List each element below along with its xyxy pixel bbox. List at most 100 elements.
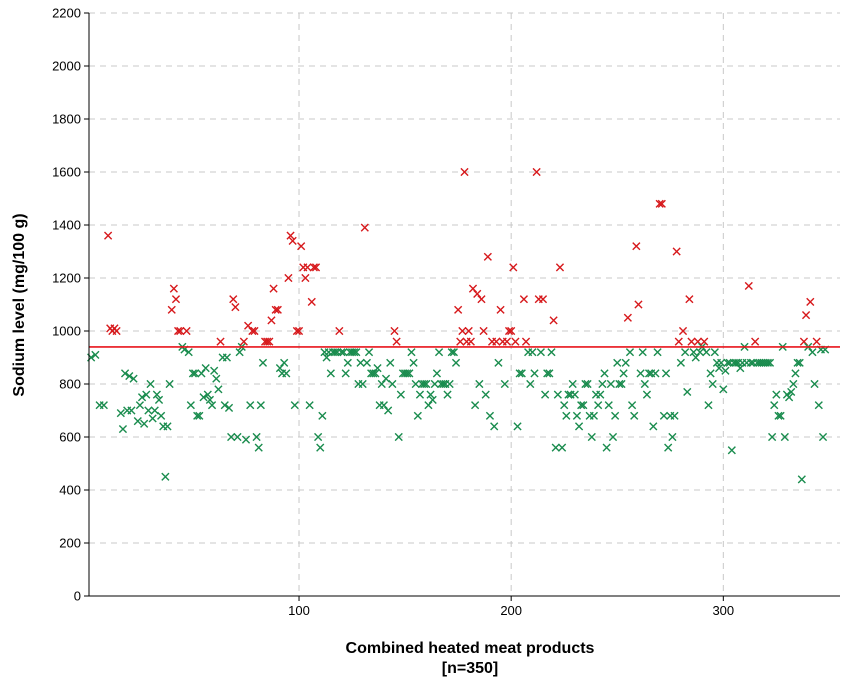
data-point [727,446,736,455]
data-point [494,358,503,367]
data-point [233,432,242,442]
data-point [116,409,125,418]
data-point [736,364,745,373]
x-axis-title: Combined heated meat products [346,640,595,657]
data-point [152,390,161,399]
data-point [721,366,730,375]
data-point [689,348,698,357]
data-point [195,411,204,420]
data-point [379,401,388,410]
x-tick-label: 200 [500,603,522,618]
data-point [207,401,217,410]
data-point [468,284,478,293]
data-point [538,295,548,304]
data-point [606,379,615,389]
data-point [434,348,444,357]
data-point [768,432,777,442]
data-point [634,300,643,309]
data-point [685,295,694,304]
y-tick-label: 400 [59,483,81,498]
data-point [541,390,550,399]
data-point [248,326,257,336]
data-point [670,411,679,420]
data-point [625,348,635,357]
data-point [621,358,630,367]
data-point [314,432,323,442]
data-point [521,337,531,346]
data-point [231,303,240,312]
y-tick-label: 2000 [52,59,81,74]
y-tick-label: 1000 [52,324,81,339]
data-point [280,358,289,367]
data-point [335,326,344,336]
data-point [801,311,811,320]
y-tick-label: 600 [59,430,81,445]
data-point [267,316,276,325]
data-point [545,369,554,378]
data-point [120,369,130,378]
data-point [668,432,677,442]
data-point [216,337,225,346]
data-point [517,369,526,378]
data-point [307,297,316,306]
data-point [500,379,509,389]
data-point [214,385,223,394]
data-point [322,353,331,362]
data-point [644,369,654,378]
data-point [239,337,248,346]
data-point [702,348,711,357]
data-point [275,364,285,373]
y-tick-label: 1800 [52,112,81,127]
data-point [477,295,486,304]
data-point [674,337,683,346]
data-point [205,395,215,404]
data-point [137,393,147,402]
data-point [305,401,314,410]
data-point [746,358,755,367]
data-point [687,337,696,346]
data-point [661,369,671,378]
data-point [118,424,128,434]
data-point [611,411,620,420]
data-point [430,379,439,389]
data-point [199,393,208,402]
data-point [513,422,522,431]
data-point [574,422,584,431]
data-point [263,337,272,346]
data-point [770,401,779,410]
data-point [135,401,145,410]
data-point [568,379,577,389]
data-point [381,374,391,383]
x-tick-label: 300 [712,603,734,618]
data-point [784,393,794,402]
data-point [460,167,469,177]
data-point [341,369,350,378]
data-point [519,295,528,304]
data-point [806,297,815,306]
data-point [466,337,475,346]
data-point [583,379,592,389]
data-point [364,348,374,357]
data-point [793,358,802,367]
data-point [244,321,253,330]
data-point [377,379,386,389]
data-point [163,422,172,431]
data-point [443,390,452,399]
data-point [630,411,639,420]
data-point [390,326,399,336]
data-point [628,401,637,410]
data-point [812,337,821,346]
data-point [426,390,435,399]
data-point [640,379,649,389]
data-points [87,167,830,484]
data-point [619,369,628,378]
data-point [458,326,467,336]
data-point [504,326,514,336]
data-point [369,369,378,378]
data-point [439,379,448,389]
data-point [394,432,403,442]
data-point [485,411,495,420]
data-point [428,395,437,404]
data-point [186,401,195,410]
data-point [371,369,380,378]
